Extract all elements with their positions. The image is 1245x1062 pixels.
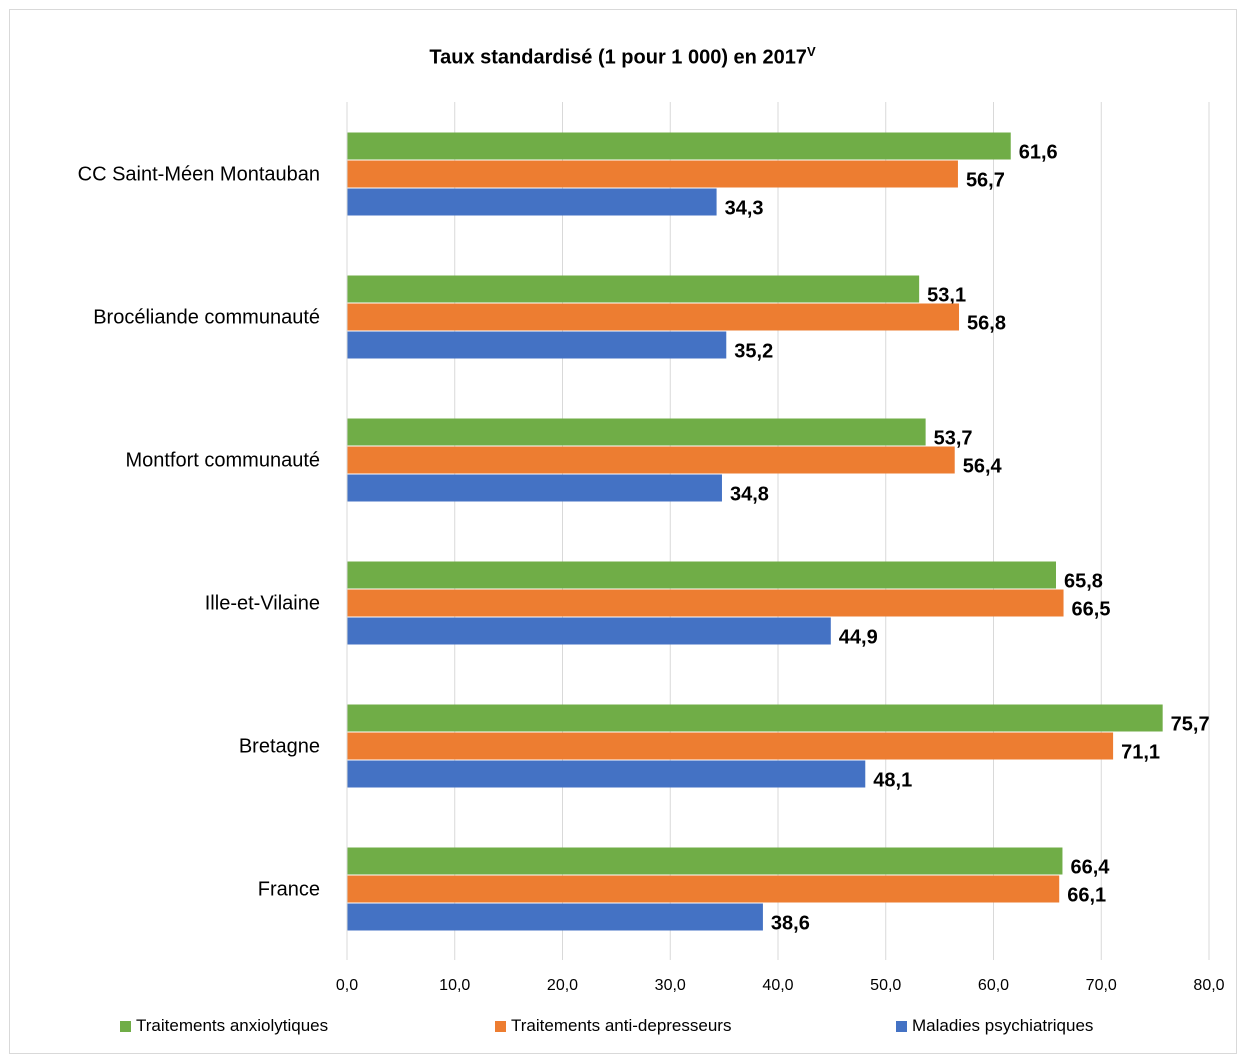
- category-label: Bretagne: [239, 736, 320, 758]
- data-label: 75,7: [1171, 714, 1210, 736]
- bar: [347, 561, 1056, 589]
- bar: [347, 760, 866, 788]
- bar: [347, 303, 960, 331]
- data-label: 71,1: [1121, 742, 1160, 764]
- x-tick-label: 20,0: [547, 977, 578, 994]
- title-superscript: V: [806, 44, 816, 59]
- bar: [347, 275, 920, 303]
- category-label: Ille-et-Vilaine: [205, 593, 320, 615]
- bar: [347, 418, 926, 446]
- bar: [347, 903, 763, 931]
- bar: [347, 188, 717, 216]
- bar: [347, 160, 958, 188]
- data-label: 61,6: [1019, 142, 1058, 164]
- category-label: CC Saint-Méen Montauban: [78, 164, 320, 186]
- data-label: 34,8: [730, 484, 769, 506]
- legend-label: Maladies psychiatriques: [912, 1016, 1094, 1035]
- data-label: 53,7: [934, 428, 973, 450]
- data-label: 56,7: [966, 170, 1005, 192]
- data-label: 38,6: [771, 913, 810, 935]
- bar: [347, 847, 1063, 875]
- chart-legend: Traitements anxiolytiques Traitements ant…: [0, 1016, 1245, 1042]
- x-tick-label: 50,0: [870, 977, 901, 994]
- bar: [347, 875, 1060, 903]
- data-label: 34,3: [725, 198, 764, 220]
- category-label: France: [258, 879, 320, 901]
- x-tick-label: 30,0: [655, 977, 686, 994]
- x-tick-label: 10,0: [439, 977, 470, 994]
- legend-label: Traitements anxiolytiques: [136, 1016, 329, 1035]
- legend-item: Maladies psychiatriques: [896, 1016, 1093, 1036]
- legend-item: Traitements anxiolytiques: [120, 1016, 328, 1036]
- data-label: 53,1: [927, 285, 966, 307]
- bar: [347, 331, 727, 359]
- data-label: 66,4: [1070, 857, 1110, 879]
- data-label: 66,1: [1067, 885, 1106, 907]
- bar: [347, 474, 722, 502]
- legend-label: Traitements anti-depresseurs: [511, 1016, 732, 1035]
- bar: [347, 132, 1011, 160]
- bar: [347, 704, 1163, 732]
- bar: [347, 589, 1064, 617]
- data-label: 44,9: [839, 627, 878, 649]
- data-label: 66,5: [1072, 599, 1111, 621]
- data-label: 65,8: [1064, 571, 1103, 593]
- chart-title: Taux standardisé (1 pour 1 000) en 2017V: [429, 44, 816, 69]
- data-label: 35,2: [734, 341, 773, 363]
- bar: [347, 617, 831, 645]
- legend-swatch: [120, 1020, 131, 1032]
- legend-swatch: [495, 1020, 506, 1032]
- data-label: 48,1: [873, 770, 912, 792]
- bar: [347, 732, 1114, 760]
- data-label: 56,8: [967, 313, 1006, 335]
- x-tick-label: 80,0: [1193, 977, 1224, 994]
- category-label: Brocéliande communauté: [93, 307, 320, 329]
- x-tick-label: 70,0: [1086, 977, 1117, 994]
- category-label: Montfort communauté: [125, 450, 320, 472]
- legend-item: Traitements anti-depresseurs: [495, 1016, 731, 1036]
- x-tick-label: 60,0: [978, 977, 1009, 994]
- x-tick-label: 40,0: [762, 977, 793, 994]
- bar: [347, 446, 955, 474]
- x-tick-label: 0,0: [336, 977, 358, 994]
- data-label: 56,4: [963, 456, 1003, 478]
- legend-swatch: [896, 1020, 907, 1032]
